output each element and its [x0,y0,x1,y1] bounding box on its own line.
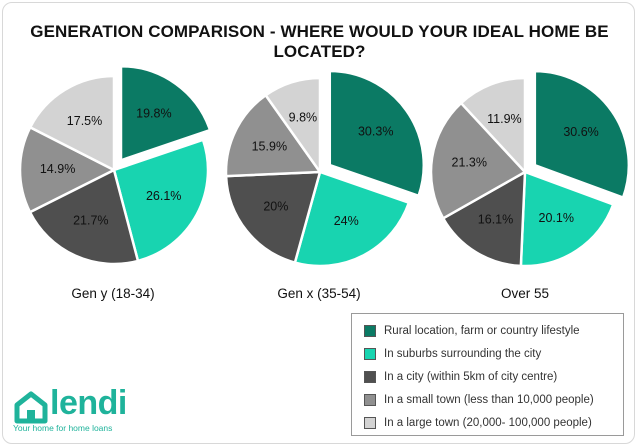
pie-0-slice-small-town [18,126,116,214]
legend-item-rural: Rural location, farm or country lifestyl… [364,323,580,339]
pie-gen-x: 30.3% 24% 20% 15.9%9.8% [224,69,426,268]
pie-1-label-rural: 30.3% [358,125,393,139]
logo-wordmark: lendi [50,384,127,422]
pie-2-label-city: 16.1% [478,212,513,226]
pie-2-slice-large-town [459,76,527,174]
pie-title-gen-y: Gen y (18-34) [71,286,155,301]
pie-2-label-rural: 30.6% [563,125,598,139]
pie-2-label-suburbs: 20.1% [539,211,574,225]
pie-1-label-suburbs: 24% [334,214,359,228]
pie-2-slice-rural [533,69,631,199]
pie-gen-y: 19.8% 26.1% 21.7% 14.9% 17.5% [18,64,212,266]
legend-item-city: In a city (within 5km of city centre) [364,369,557,385]
pie-1-slice-rural [328,69,426,198]
house-icon [14,391,48,424]
pie-1-slice-city [224,170,322,264]
chart-frame [2,2,635,444]
legend-swatch-suburbs [364,348,376,360]
logo-tagline: Your home for home loans [13,423,113,433]
pie-0-label-suburbs: 26.1% [146,189,181,203]
legend: Rural location, farm or country lifestyl… [351,313,624,436]
pie-0-slice-large-town [28,74,116,172]
legend-label-large-town: In a large town (20,000- 100,000 people) [384,417,592,429]
pie-1-label-small-town: 15.9% [252,139,287,153]
legend-swatch-small-town [364,394,376,406]
legend-label-rural: Rural location, farm or country lifestyl… [384,325,580,337]
legend-item-suburbs: In suburbs surrounding the city [364,346,541,362]
lendi-logo: lendi Your home for home loans [13,384,127,440]
pie-2-slice-city [441,170,527,268]
pie-2-label-small-town: 21.3% [452,156,487,170]
pie-0-slice-rural [119,64,212,162]
pie-0-label-small-town: 14.9% [40,162,75,176]
pie-0-label-large-town: 17.5% [67,114,102,128]
legend-swatch-city [364,371,376,383]
legend-swatch-rural [364,325,376,337]
legend-label-suburbs: In suburbs surrounding the city [384,348,542,360]
pie-2-slice-small-town [429,101,527,220]
pie-1-slice-large-town [264,76,322,174]
pie-1-label-large-town: 9.8% [289,111,318,125]
legend-item-small-town: In a small town (less than 10,000 people… [364,392,594,408]
pie-0-label-city: 21.7% [73,214,108,228]
pie-2-slice-suburbs [519,170,615,268]
pie-0-slice-city [28,168,140,266]
legend-label-city: In a city (within 5km of city centre) [384,371,558,383]
pie-title-gen-x: Gen x (35-54) [277,286,361,301]
legend-label-small-town: In a small town (less than 10,000 people… [384,394,594,406]
pie-title-over-55: Over 55 [500,286,550,301]
pie-0-label-rural: 19.8% [136,107,171,121]
pie-1-slice-suburbs [293,170,411,268]
pie-1-slice-small-town [224,94,322,178]
pie-2-label-large-town: 11.9% [487,112,522,126]
legend-swatch-large-town [364,417,376,429]
pie-1-label-city: 20% [263,199,288,213]
chart-title: GENERATION COMPARISON - WHERE WOULD YOUR… [30,22,609,61]
pie-over-55: 30.6% 20.1% 16.1% 21.3% 11.9% [429,69,631,268]
legend-item-large-town: In a large town (20,000- 100,000 people) [364,415,592,431]
pie-0-slice-suburbs [112,138,210,263]
